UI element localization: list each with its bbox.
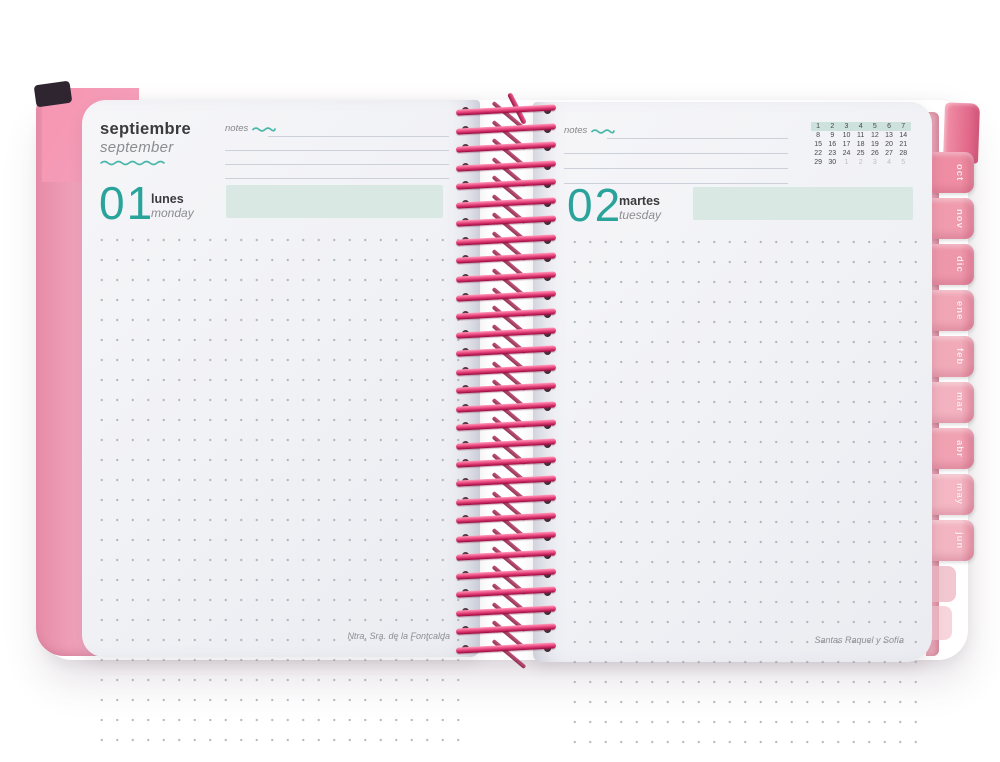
notes-line [607, 138, 788, 139]
month-tab-abr: abr [930, 428, 974, 469]
mini-calendar-day: 22 [814, 150, 822, 157]
mini-calendar-day: 21 [899, 141, 908, 148]
mini-calendar-day: 7 [901, 123, 906, 130]
day-name-english: monday [151, 206, 194, 220]
mini-calendar-day: 19 [870, 141, 879, 148]
notes-squiggle-icon [252, 126, 277, 132]
saint-day-label: Santas Raquel y Sofía [814, 635, 904, 645]
mini-calendar-day: 16 [828, 141, 837, 148]
day-number: 02 [567, 179, 623, 231]
mini-calendar-day: 17 [842, 141, 851, 148]
month-tab-dic: dic [930, 244, 974, 285]
month-tab-label: nov [954, 208, 965, 229]
month-tab-label: dic [954, 256, 965, 273]
mini-calendar-day: 24 [842, 150, 851, 157]
month-tab-label: feb [954, 347, 965, 366]
month-tab-may: may [930, 474, 974, 515]
month-tab-label: may [954, 483, 965, 506]
mini-calendar-day: 3 [872, 159, 877, 166]
mini-calendar-day: 2 [858, 159, 863, 166]
mini-calendar-day: 3 [844, 123, 849, 130]
punch-hole [544, 459, 551, 467]
mini-calendar-day: 11 [857, 132, 865, 139]
punch-hole [544, 255, 551, 263]
notes-line [268, 136, 449, 137]
mini-calendar-day: 14 [899, 132, 908, 139]
day-highlight-bar [693, 187, 913, 220]
month-tab-label: oct [954, 163, 965, 182]
teal-squiggle-underline [100, 160, 165, 166]
month-tab-label: abr [954, 439, 965, 458]
mini-calendar-day: 2 [830, 123, 835, 130]
month-tab-mar: mar [930, 382, 974, 423]
spiral-binding [448, 92, 566, 669]
day-name-spanish: martes [619, 194, 660, 208]
mini-calendar-row: 1 2 3 4 5 6 7 [811, 122, 911, 131]
day-number: 01 [99, 177, 155, 229]
notes-label: notes [564, 125, 616, 136]
month-tab-oct: oct [930, 152, 974, 193]
dot-grid [567, 232, 919, 746]
mini-calendar-day: 8 [816, 132, 821, 139]
mini-calendar-day: 15 [814, 141, 822, 148]
month-tab-feb: feb [930, 336, 974, 377]
mini-calendar-day: 4 [858, 123, 863, 130]
mini-calendar-day: 1 [816, 123, 821, 130]
mini-month-calendar: 1 2 3 4 5 6 7 8 9 10 11 12 13 14 15 16 17 18 19 20 21 22 23 24 2… [811, 122, 911, 167]
notes-label: notes [225, 123, 277, 134]
saint-day-label: Ntra. Sra. de la Fontcalda [347, 631, 450, 641]
mini-calendar-day: 4 [887, 159, 891, 166]
mini-calendar-day: 30 [828, 159, 837, 166]
notes-line [564, 153, 788, 154]
hidden-month-tab [930, 606, 952, 640]
mini-calendar-day: 9 [830, 132, 835, 139]
notes-line [564, 183, 788, 184]
mini-calendar-row: 8 9 10 11 12 13 14 [811, 131, 911, 140]
mini-calendar-day: 12 [870, 132, 879, 139]
mini-calendar-day: 23 [828, 150, 837, 157]
month-tab-label: ene [954, 300, 965, 321]
mini-calendar-day: 5 [901, 159, 906, 166]
hidden-month-tab [930, 566, 956, 602]
mini-calendar-day: 6 [887, 123, 891, 130]
punch-hole [544, 422, 551, 430]
day-name-spanish: lunes [151, 192, 184, 206]
mini-calendar-day: 18 [856, 141, 865, 148]
mini-calendar-day: 20 [885, 141, 893, 148]
day-highlight-bar [226, 185, 443, 218]
mini-calendar-row: 22 23 24 25 26 27 28 [811, 149, 911, 158]
mini-calendar-day: 29 [814, 159, 822, 166]
month-tab-label: jun [954, 531, 965, 550]
dot-grid [94, 230, 468, 742]
notes-line [225, 178, 449, 179]
mini-calendar-day: 13 [885, 132, 893, 139]
mini-calendar-day: 27 [885, 150, 893, 157]
mini-calendar-row: 15 16 17 18 19 20 21 [811, 140, 911, 149]
month-title-english: september [100, 139, 174, 156]
mini-calendar-day: 25 [856, 150, 865, 157]
right-page-september-2: notes 1 2 3 4 5 6 7 8 9 10 11 12 13 14 15 16 17 18 19 20 21 2… [533, 102, 932, 746]
mini-calendar-day: 1 [844, 159, 849, 166]
mini-calendar-day: 10 [842, 132, 851, 139]
month-tab-jun: jun [930, 520, 974, 561]
punch-hole [544, 626, 551, 634]
month-tab-nov: nov [930, 198, 974, 239]
month-title-spanish: septiembre [100, 120, 192, 138]
notes-line [564, 168, 788, 169]
mini-calendar-day: 5 [872, 123, 877, 130]
mini-calendar-day: 26 [870, 150, 879, 157]
left-page-september-1: septiembre september notes 01 lunes mond… [82, 100, 480, 742]
mini-calendar-day: 28 [899, 150, 908, 157]
month-tab-label: mar [954, 392, 965, 413]
mini-calendar-row: 29 30 1 2 3 4 5 [811, 158, 911, 167]
notes-squiggle-icon [591, 128, 616, 134]
notes-line [225, 150, 449, 151]
month-tab-ene: ene [930, 290, 974, 331]
day-name-english: tuesday [619, 208, 662, 222]
notes-line [225, 164, 449, 165]
